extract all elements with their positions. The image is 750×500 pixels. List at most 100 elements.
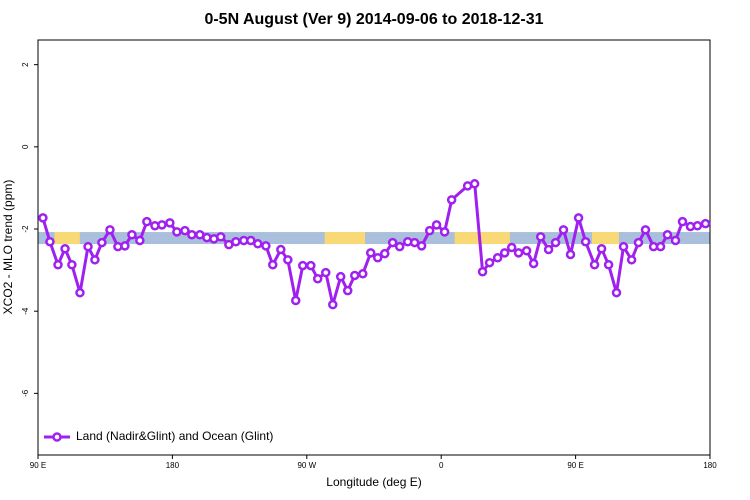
series-marker [97,237,107,248]
series-marker [394,241,405,252]
series-marker [439,227,450,237]
series-marker [513,248,524,258]
series-marker [528,258,539,269]
series-marker [321,267,331,278]
series-marker [446,195,457,205]
land-band [454,232,510,245]
series-marker [506,242,517,253]
series-marker [312,273,323,284]
series-marker [306,260,316,271]
series-marker [276,244,286,255]
series-marker [60,243,70,254]
x-tick-label: 90 W [297,461,316,470]
series-marker [424,225,435,236]
series-marker [499,248,510,258]
x-tick-label: 0 [439,461,444,470]
series-marker [180,225,190,236]
series-marker [640,225,651,235]
series-marker [543,244,554,255]
y-tick-label: -2 [21,225,30,233]
series-marker [692,220,703,231]
series-marker [53,260,63,270]
series-marker [365,248,376,258]
series-marker [67,260,77,270]
series-marker [105,225,115,235]
series-marker [492,253,503,263]
series-marker [342,285,353,296]
y-tick-label: -4 [21,307,30,315]
series-marker [38,213,48,223]
series-marker [409,237,420,248]
series-marker [90,255,100,265]
x-tick-label: 180 [703,461,717,470]
series-marker [120,241,130,251]
series-marker [535,232,546,242]
series-marker [290,295,301,306]
series-marker [335,271,346,282]
series-marker [662,230,673,240]
series-marker [580,236,591,247]
series-marker [135,235,145,246]
series-marker [358,269,368,279]
x-tick-label: 180 [166,461,180,470]
series-marker [633,237,644,248]
land-band [54,232,80,245]
series-marker [45,236,55,247]
x-axis-label: Longitude (deg E) [326,475,421,489]
land-band [324,232,366,245]
series-marker [431,220,442,230]
series-marker [349,270,360,281]
series-marker [655,241,666,252]
series-marker [372,253,383,263]
series-marker [611,287,622,298]
series-marker [328,299,338,310]
series-marker [477,266,488,277]
series-marker [521,246,532,256]
series-marker [558,225,569,235]
x-tick-label: 90 E [567,461,583,470]
series-marker [573,213,584,223]
chart-title: 0-5N August (Ver 9) 2014-09-06 to 2018-1… [204,11,543,28]
y-tick-label: 2 [21,62,30,67]
series-marker [165,218,175,228]
series-marker [261,241,271,251]
series-marker [565,249,576,260]
series-marker [231,236,241,247]
series-marker [550,237,561,248]
series-marker [142,216,152,227]
series-marker [677,216,688,227]
series-marker [484,257,495,268]
series-marker [75,287,85,298]
series-marker [172,227,182,237]
series-marker [83,241,93,252]
legend-marker [52,432,62,442]
series-marker [253,239,263,249]
series-marker [387,237,398,248]
series-marker [700,218,711,229]
legend-label: Land (Nadir&Glint) and Ocean (Glint) [76,429,273,443]
y-tick-label: 0 [21,144,30,149]
x-tick-label: 90 E [30,461,46,470]
series-marker [596,243,607,254]
series-marker [626,255,637,265]
series-marker [187,230,197,240]
y-axis-label: XCO2 - MLO trend (ppm) [1,180,15,315]
series-marker [380,248,390,259]
series-marker [157,220,167,230]
series-marker [670,235,681,246]
series-marker [589,260,600,270]
series-marker [603,260,614,270]
series-marker [416,241,427,251]
land-band [592,232,619,245]
series-marker [283,255,293,265]
series-marker [618,241,629,252]
series-marker [469,179,480,189]
series-marker [216,232,226,242]
series-marker [127,230,137,240]
series-marker [298,260,308,271]
y-tick-label: -6 [21,389,30,397]
series-marker [246,235,256,246]
plot-frame [37,39,711,456]
series-marker [268,260,278,270]
